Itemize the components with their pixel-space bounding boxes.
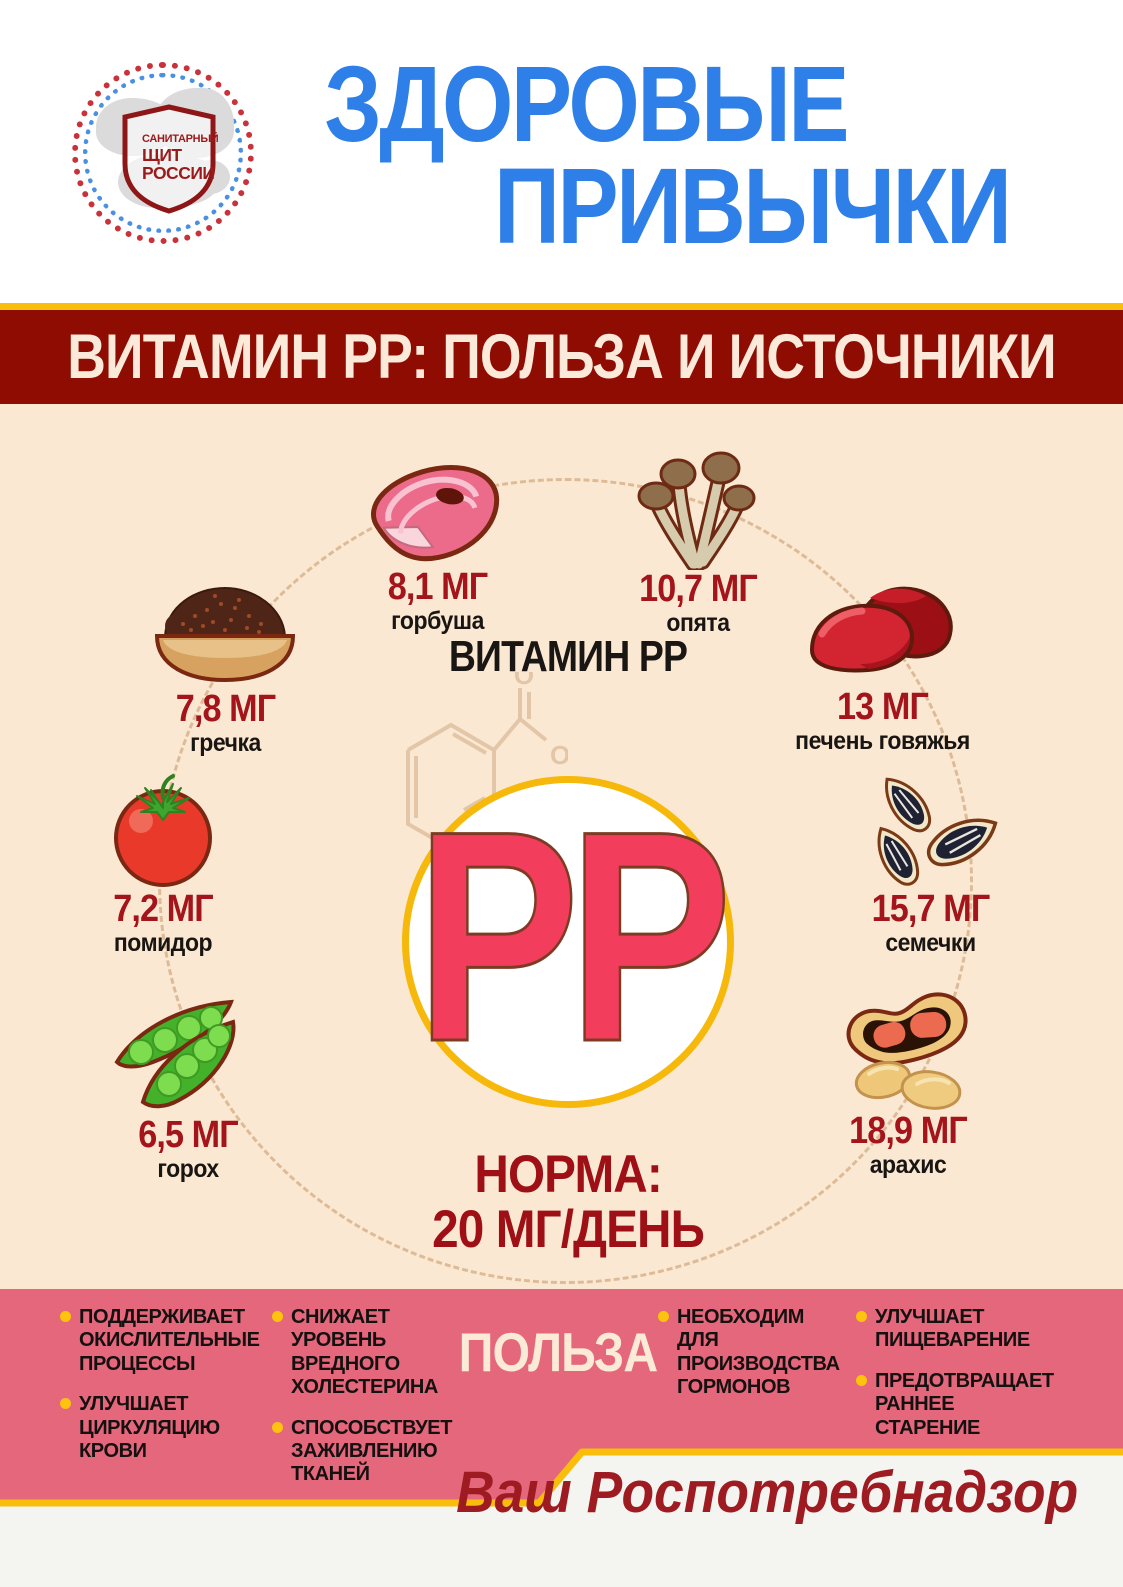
pp-badge: PP: [402, 776, 734, 1108]
tomato-icon: [63, 766, 263, 890]
beef-liver-icon: [775, 570, 990, 688]
food-item-goroh: 6,5 МГ горох: [88, 986, 288, 1183]
benefit-text: ПРЕДОТВРАЩАЕТ РАННЕЕ СТАРЕНИЕ: [875, 1369, 1054, 1439]
benefit-item: СПОСОБСТВУЕТ ЗАЖИВЛЕНИЮ ТКАНЕЙ: [272, 1417, 470, 1487]
food-item-arahis: 18,9 МГ арахис: [808, 986, 1008, 1179]
logo-text: САНИТАРНЫЙ ЩИТ РОССИИ: [142, 133, 219, 183]
logo-line1: САНИТАРНЫЙ: [142, 133, 219, 145]
logo-line2: ЩИТ: [142, 144, 182, 165]
logo-line3: РОССИИ: [142, 162, 215, 183]
food-item-pechen: 13 МГ печень говяжья: [775, 570, 990, 755]
food-label: горбуша: [391, 606, 484, 635]
benefit-item: ПРЕДОТВРАЩАЕТ РАННЕЕ СТАРЕНИЕ: [856, 1370, 1061, 1440]
vitamin-heading: ВИТАМИН РР: [448, 632, 688, 681]
rospotrebnadzor-slogan: Ваш Роспотребнадзор: [455, 1460, 1078, 1525]
buckwheat-bowl-icon: [128, 572, 323, 690]
food-value: 7,8 МГ: [175, 688, 276, 730]
benefit-item: НЕОБХОДИМ ДЛЯ ПРОИЗВОДСТВА ГОРМОНОВ: [658, 1306, 846, 1400]
subtitle-banner: ВИТАМИН РР: ПОЛЬЗА И ИСТОЧНИКИ: [0, 303, 1123, 404]
benefits-heading: ПОЛЬЗА: [458, 1321, 659, 1383]
food-label: семечки: [885, 928, 976, 957]
benefit-item: УЛУЧШАЕТ ПИЩЕВАРЕНИЕ: [856, 1306, 1061, 1353]
benefit-text: СНИЖАЕТ УРОВЕНЬ ВРЕДНОГО ХОЛЕСТЕРИНА: [291, 1306, 438, 1399]
food-label: опята: [666, 608, 730, 637]
benefits-column-1: ПОДДЕРЖИВАЕТ ОКИСЛИТЕЛЬНЫЕ ПРОЦЕССЫ УЛУЧ…: [60, 1306, 260, 1480]
logo-halftone-ring: [83, 73, 243, 233]
food-value: 18,9 МГ: [849, 1110, 968, 1152]
food-label: арахис: [869, 1150, 947, 1179]
food-label: горох: [157, 1154, 219, 1183]
bullet-dot-icon: [60, 1398, 71, 1410]
food-label: печень говяжья: [795, 726, 970, 755]
benefit-text: УЛУЧШАЕТ ПИЩЕВАРЕНИЕ: [875, 1306, 1030, 1352]
benefits-column-3: НЕОБХОДИМ ДЛЯ ПРОИЗВОДСТВА ГОРМОНОВ: [658, 1306, 846, 1417]
food-item-grechka: 7,8 МГ гречка: [128, 572, 323, 757]
norm-value: 20 МГ/ДЕНЬ: [432, 1200, 705, 1259]
benefit-text: СПОСОБСТВУЕТ ЗАЖИВЛЕНИЮ ТКАНЕЙ: [291, 1416, 453, 1486]
benefit-text: ПОДДЕРЖИВАЕТ ОКИСЛИТЕЛЬНЫЕ ПРОЦЕССЫ: [79, 1306, 260, 1375]
bullet-dot-icon: [856, 1374, 867, 1386]
benefits-panel: [0, 1289, 1123, 1507]
benefits-column-2: СНИЖАЕТ УРОВЕНЬ ВРЕДНОГО ХОЛЕСТЕРИНА СПО…: [272, 1306, 470, 1504]
pea-pods-icon: [88, 986, 288, 1116]
benefit-text: УЛУЧШАЕТ ЦИРКУЛЯЦИЮ КРОВИ: [79, 1393, 220, 1462]
food-item-pomidor: 7,2 МГ помидор: [63, 766, 263, 957]
food-value: 6,5 МГ: [138, 1114, 238, 1156]
poster-title-line1: ЗДОРОВЫЕ: [324, 43, 849, 164]
food-item-gorbusha: 8,1 МГ горбуша: [340, 454, 535, 635]
bullet-dot-icon: [60, 1311, 71, 1322]
benefit-item: УЛУЧШАЕТ ЦИРКУЛЯЦИЮ КРОВИ: [60, 1393, 252, 1463]
benefit-item: СНИЖАЕТ УРОВЕНЬ ВРЕДНОГО ХОЛЕСТЕРИНА: [272, 1306, 470, 1400]
bullet-dot-icon: [856, 1311, 867, 1322]
food-value: 10,7 МГ: [639, 568, 758, 610]
pp-badge-text: PP: [414, 768, 733, 1104]
sanitary-shield-logo: САНИТАРНЫЙ ЩИТ РОССИИ: [72, 62, 254, 244]
bullet-dot-icon: [272, 1421, 283, 1433]
food-label: гречка: [190, 728, 261, 757]
food-value: 15,7 МГ: [871, 888, 991, 930]
food-value: 8,1 МГ: [387, 566, 488, 608]
molecule-atom-o: O: [514, 672, 534, 690]
shield-icon: [122, 104, 216, 214]
subtitle-text: ВИТАМИН РР: ПОЛЬЗА И ИСТОЧНИКИ: [67, 322, 1056, 392]
benefits-column-4: УЛУЧШАЕТ ПИЩЕВАРЕНИЕ ПРЕДОТВРАЩАЕТ РАННЕ…: [856, 1306, 1061, 1457]
benefit-text: НЕОБХОДИМ ДЛЯ ПРОИЗВОДСТВА ГОРМОНОВ: [677, 1306, 840, 1399]
molecule-atom-oh: OH: [550, 740, 568, 770]
food-value: 13 МГ: [837, 686, 929, 728]
food-item-semechki: 15,7 МГ семечки: [833, 766, 1028, 957]
mushrooms-icon: [598, 448, 798, 570]
poster-title-line2: ПРИВЫЧКИ: [493, 145, 1012, 266]
salmon-steak-icon: [340, 454, 535, 568]
sunflower-seeds-icon: [833, 766, 1028, 890]
norm-label: НОРМА:: [474, 1145, 662, 1204]
benefit-item: ПОДДЕРЖИВАЕТ ОКИСЛИТЕЛЬНЫЕ ПРОЦЕССЫ: [60, 1306, 260, 1376]
food-item-opyata: 10,7 МГ опята: [598, 448, 798, 637]
bullet-dot-icon: [658, 1311, 669, 1322]
bullet-dot-icon: [272, 1311, 283, 1322]
peanut-icon: [808, 986, 1008, 1112]
food-label: помидор: [113, 928, 213, 957]
food-value: 7,2 МГ: [113, 888, 213, 930]
